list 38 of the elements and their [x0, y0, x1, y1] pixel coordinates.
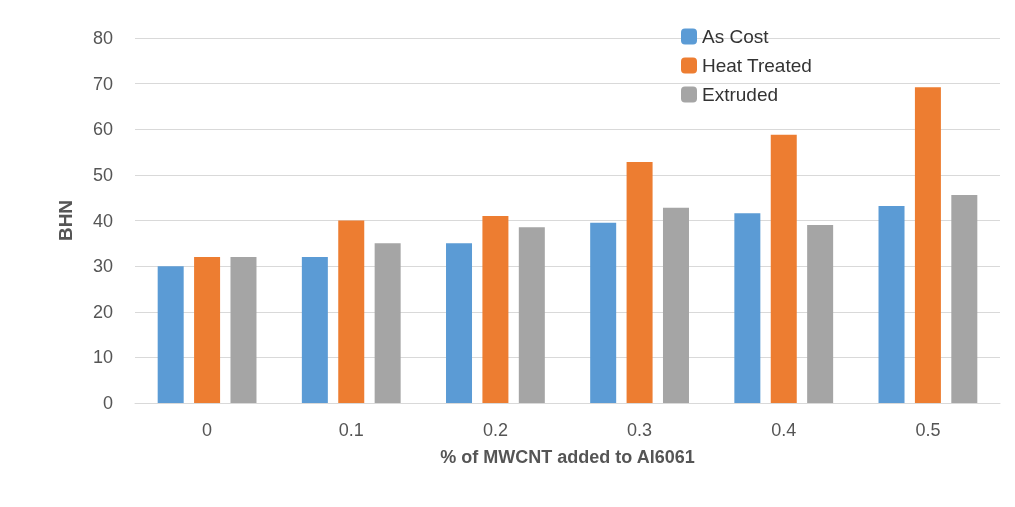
x-tick-label: 0.1 [338, 420, 364, 440]
bar [446, 243, 473, 403]
bar [518, 227, 545, 403]
bar [770, 134, 797, 403]
y-tick-label: 70 [92, 73, 113, 94]
y-tick-label: 0 [102, 393, 113, 413]
x-tick-label: 0.5 [915, 420, 941, 440]
x-axis-title: % of MWCNT added to Al6061 [440, 447, 695, 467]
bar [301, 257, 328, 403]
bar [157, 266, 184, 403]
x-tick-label: 0.4 [771, 420, 797, 440]
y-axis-title: BHN [55, 199, 76, 242]
bar [374, 243, 401, 403]
y-tick-label: 10 [92, 347, 113, 368]
y-tick-label: 50 [92, 164, 113, 185]
bar [951, 194, 978, 403]
bar [194, 257, 221, 403]
bar [807, 225, 834, 403]
bar [626, 162, 653, 403]
x-tick-label: 0.3 [627, 420, 653, 440]
bar [734, 213, 761, 403]
x-tick-label: 0 [202, 420, 213, 440]
legend-label: Extruded [702, 84, 779, 105]
bar [482, 215, 509, 403]
bar [230, 257, 257, 403]
y-tick-label: 20 [92, 301, 113, 322]
legend-label: Heat Treated [702, 55, 812, 76]
x-tick-label: 0.2 [482, 420, 508, 440]
legend-label: As Cost [702, 26, 770, 47]
y-tick-label: 40 [92, 210, 113, 231]
y-tick-label: 60 [92, 119, 113, 140]
y-tick-label: 30 [92, 256, 113, 277]
bar [914, 87, 941, 403]
bar [662, 207, 689, 403]
bar [590, 222, 617, 403]
y-tick-label: 80 [92, 28, 113, 48]
bar [878, 205, 905, 403]
bar [338, 220, 365, 403]
